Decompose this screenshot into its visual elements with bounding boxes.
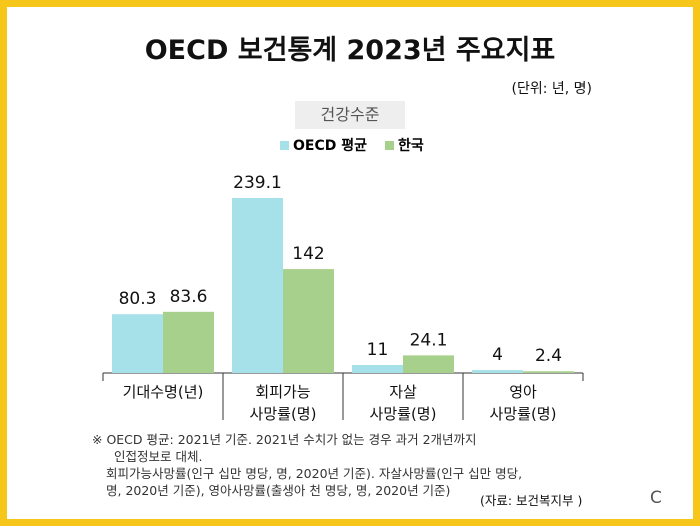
legend-label-korea: 한국 xyxy=(398,138,424,154)
bar-korea xyxy=(283,269,334,373)
legend-swatch-korea xyxy=(385,140,394,150)
data-label: 24.1 xyxy=(410,330,448,350)
footnote-line: ※ OECD 평균: 2021년 기준. 2021년 수치가 없는 경우 과거 … xyxy=(92,432,477,447)
chart-subtitle: 건강수준 xyxy=(295,101,405,129)
category-label-line: 자살 xyxy=(389,383,417,401)
data-label: 142 xyxy=(292,244,324,264)
legend-swatch-oecd xyxy=(280,140,289,150)
bar-oecd xyxy=(352,364,403,373)
category-label: 기대수명(년) xyxy=(103,381,223,403)
data-label: 80.3 xyxy=(119,289,157,309)
bar-oecd xyxy=(472,370,523,373)
source-label: (자료: 보건복지부 ) xyxy=(480,493,583,508)
category-label-line: 사망률(명) xyxy=(249,405,317,423)
corner-mark: C xyxy=(650,488,662,508)
footnote-line: 명, 2020년 기준), 영아사망률(출생아 천 명당, 명, 2020년 기… xyxy=(106,483,451,498)
category-label-line: 사망률(명) xyxy=(489,405,557,423)
data-label: 239.1 xyxy=(233,173,282,193)
footnote-line: 회피가능사망률(인구 십만 명당, 명, 2020년 기준). 자살사망률(인구… xyxy=(106,466,523,481)
footnote-line: 인접정보로 대체. xyxy=(114,449,203,464)
data-label: 83.6 xyxy=(170,287,208,307)
bar-oecd xyxy=(112,314,163,373)
bar-korea xyxy=(163,311,214,373)
bar-oecd xyxy=(232,198,283,373)
footnote: ※ OECD 평균: 2021년 기준. 2021년 수치가 없는 경우 과거 … xyxy=(92,431,522,499)
data-label: 4 xyxy=(492,345,503,365)
bar-korea xyxy=(403,355,454,373)
legend: OECD 평균 한국 xyxy=(280,135,424,155)
chart-title: OECD 보건통계 2023년 주요지표 xyxy=(144,35,556,66)
category-label-line: 영아 xyxy=(509,383,537,401)
slide-frame xyxy=(7,7,693,519)
data-label: 11 xyxy=(367,340,389,360)
data-label: 2.4 xyxy=(535,346,562,366)
unit-label: (단위: 년, 명) xyxy=(511,81,592,97)
bar-korea xyxy=(523,371,574,373)
category-label-line: 사망률(명) xyxy=(369,405,437,423)
category-label-line: 회피가능 xyxy=(255,383,311,401)
category-label-line: 기대수명(년) xyxy=(122,383,204,401)
legend-label-oecd: OECD 평균 xyxy=(293,138,367,154)
